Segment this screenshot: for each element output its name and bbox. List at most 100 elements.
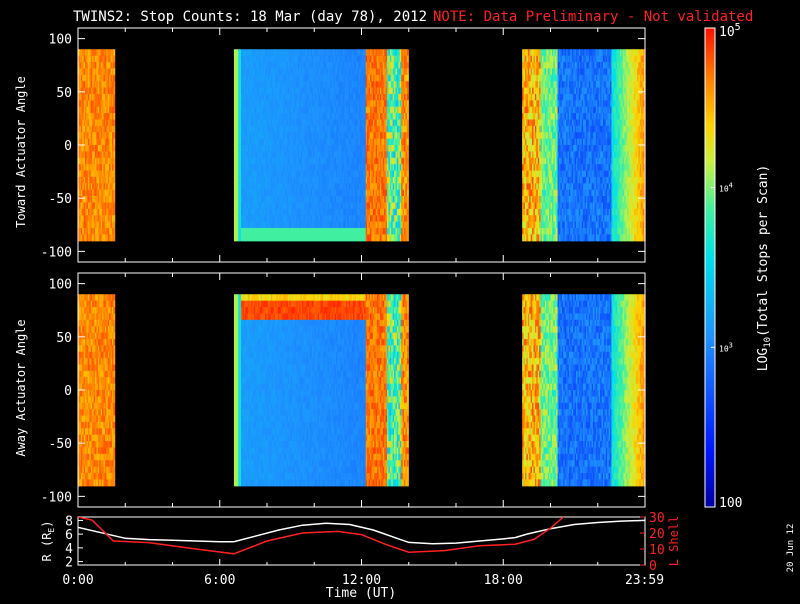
heatmap-cell	[113, 208, 116, 216]
heatmap-cell	[304, 151, 307, 159]
heatmap-cell	[276, 55, 279, 63]
heatmap-cell	[381, 202, 384, 210]
heatmap-cell	[374, 208, 377, 216]
heatmap-cell	[326, 49, 329, 57]
heatmap-cell	[104, 189, 107, 197]
heatmap-cell	[361, 208, 364, 216]
heatmap-cell	[85, 74, 88, 82]
heatmap-cell	[368, 227, 371, 235]
heatmap-cell	[100, 183, 103, 191]
heatmap-cell	[78, 208, 81, 216]
heatmap-cell	[263, 93, 266, 101]
heatmap-cell	[79, 81, 82, 89]
heatmap-cell	[348, 145, 351, 152]
heatmap-cell	[405, 68, 408, 76]
heatmap-cell	[368, 68, 371, 76]
heatmap-cell	[272, 138, 275, 146]
heatmap-cell	[284, 157, 287, 165]
heatmap-cell	[236, 62, 239, 70]
heatmap-cell	[367, 113, 370, 121]
heatmap-cell	[102, 196, 105, 204]
heatmap-cell	[372, 113, 375, 121]
heatmap-cell	[286, 164, 289, 172]
heatmap-cell	[375, 145, 378, 152]
heatmap-cell	[395, 208, 398, 216]
heatmap-cell	[269, 138, 272, 146]
heatmap-cell	[100, 113, 103, 121]
heatmap-cell	[406, 93, 409, 101]
heatmap-cell	[279, 138, 282, 146]
heatmap-cell	[80, 145, 83, 152]
heatmap-cell	[273, 221, 276, 229]
heatmap-cell	[304, 100, 307, 108]
heatmap-cell	[320, 196, 323, 204]
heatmap-cell	[387, 138, 390, 146]
heatmap-cell	[238, 125, 241, 133]
heatmap-cell	[253, 151, 256, 159]
heatmap-cell	[259, 93, 262, 101]
heatmap-cell	[280, 151, 283, 159]
heatmap-cell	[239, 221, 242, 229]
heatmap-cell	[89, 183, 92, 191]
heatmap-cell	[233, 215, 236, 223]
heatmap-cell	[344, 125, 347, 133]
heatmap-cell	[102, 138, 105, 146]
heatmap-cell	[539, 227, 542, 235]
heatmap-cell	[83, 208, 86, 216]
heatmap-cell	[277, 145, 280, 152]
heatmap-cell	[330, 125, 333, 133]
heatmap-cell	[345, 196, 348, 204]
heatmap-cell	[330, 157, 333, 165]
heatmap-cell	[249, 81, 252, 89]
heatmap-cell	[80, 100, 83, 108]
heatmap-cell	[270, 151, 273, 159]
heatmap-cell	[294, 106, 297, 114]
heatmap-cell	[103, 176, 106, 184]
heatmap-cell	[526, 68, 529, 76]
heatmap-cell	[113, 138, 116, 146]
heatmap-cell	[309, 157, 312, 165]
heatmap-cell	[367, 93, 370, 101]
heatmap-cell	[377, 183, 380, 191]
heatmap-cell	[276, 74, 279, 82]
heatmap-cell	[293, 49, 296, 57]
heatmap-cell	[241, 138, 244, 146]
heatmap-cell	[306, 189, 309, 197]
heatmap-cell	[241, 87, 244, 95]
heatmap-cell	[306, 138, 309, 146]
heatmap-cell	[361, 157, 364, 165]
heatmap-cell	[290, 113, 293, 121]
heatmap-cell	[375, 234, 378, 242]
heatmap-cell	[96, 74, 99, 82]
heatmap-cell	[272, 74, 275, 82]
heatmap-cell	[347, 93, 350, 101]
heatmap-cell	[370, 113, 373, 121]
heatmap-cell	[86, 93, 89, 101]
heatmap-cell	[351, 74, 354, 82]
heatmap-cell	[334, 132, 337, 140]
heatmap-cell	[297, 81, 300, 89]
heatmap-cell	[354, 215, 357, 223]
heatmap-cell	[316, 100, 319, 108]
heatmap-cell	[286, 183, 289, 191]
heatmap-cell	[321, 100, 324, 108]
heatmap-cell	[398, 138, 401, 146]
heatmap-cell	[283, 170, 286, 178]
heatmap-cell	[262, 49, 265, 57]
heatmap-cell	[536, 81, 539, 89]
heatmap-cell	[527, 221, 530, 229]
heatmap-cell	[530, 221, 533, 229]
heatmap-cell	[304, 87, 307, 95]
heatmap-cell	[321, 125, 324, 133]
heatmap-cell	[256, 189, 259, 197]
heatmap-cell	[392, 87, 395, 95]
heatmap-cell	[243, 106, 246, 114]
heatmap-cell	[267, 208, 270, 216]
heatmap-cell	[396, 55, 399, 63]
heatmap-cell	[282, 234, 285, 242]
heatmap-cell	[83, 145, 86, 152]
heatmap-cell	[280, 132, 283, 140]
heatmap-cell	[290, 215, 293, 223]
heatmap-cell	[293, 87, 296, 95]
heatmap-cell	[330, 189, 333, 197]
